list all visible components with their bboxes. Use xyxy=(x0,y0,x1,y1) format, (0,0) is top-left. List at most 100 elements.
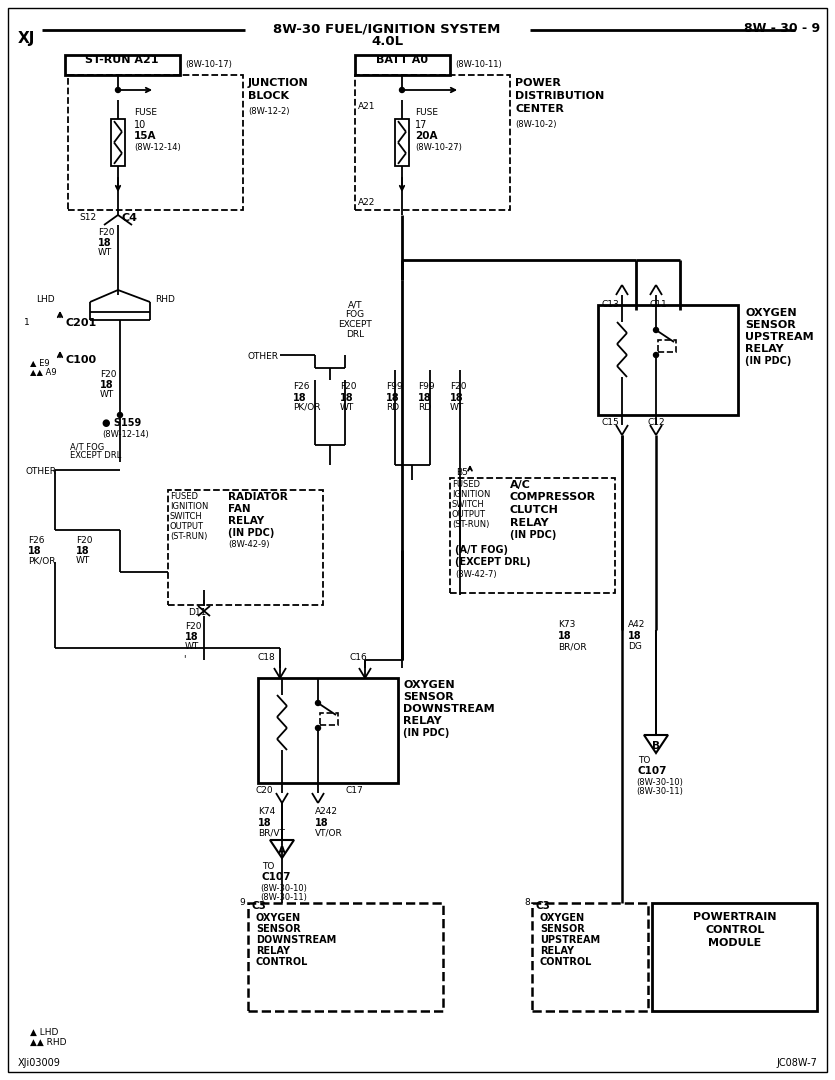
Text: 18: 18 xyxy=(293,393,306,403)
Text: XJ: XJ xyxy=(18,30,35,45)
Text: A42: A42 xyxy=(628,620,645,629)
Text: ● S159: ● S159 xyxy=(102,418,141,428)
Text: BLOCK: BLOCK xyxy=(248,91,289,102)
Text: XJi03009: XJi03009 xyxy=(18,1058,61,1068)
Text: DISTRIBUTION: DISTRIBUTION xyxy=(515,91,605,102)
Text: FUSED: FUSED xyxy=(170,492,198,501)
Text: 1: 1 xyxy=(24,318,30,327)
Text: UPSTREAM: UPSTREAM xyxy=(540,935,600,945)
Text: (ST-RUN): (ST-RUN) xyxy=(170,532,207,541)
Text: RHD: RHD xyxy=(155,295,175,303)
Text: C11: C11 xyxy=(650,300,668,309)
Text: C4: C4 xyxy=(122,213,138,222)
Text: (8W-30-10): (8W-30-10) xyxy=(636,778,683,787)
Text: (8W-10-11): (8W-10-11) xyxy=(455,60,502,69)
Text: WT: WT xyxy=(98,248,112,257)
Text: (IN PDC): (IN PDC) xyxy=(403,728,449,738)
Text: 18: 18 xyxy=(28,546,42,556)
Text: C13: C13 xyxy=(602,300,620,309)
Text: 18: 18 xyxy=(100,380,114,390)
Text: LHD: LHD xyxy=(37,295,55,303)
Text: S12: S12 xyxy=(78,213,96,222)
Text: F26: F26 xyxy=(293,382,310,391)
Text: (8W-10-17): (8W-10-17) xyxy=(185,60,232,69)
Text: WT: WT xyxy=(450,403,464,411)
Text: CONTROL: CONTROL xyxy=(256,957,308,967)
Text: COMPRESSOR: COMPRESSOR xyxy=(510,492,596,502)
Text: (IN PDC): (IN PDC) xyxy=(510,530,556,540)
Text: FUSE: FUSE xyxy=(134,108,157,117)
Text: PK/OR: PK/OR xyxy=(28,556,55,565)
Text: A: A xyxy=(278,846,286,856)
Text: BATT A0: BATT A0 xyxy=(376,55,428,65)
Text: C201: C201 xyxy=(65,318,96,328)
Text: 17: 17 xyxy=(415,120,428,130)
Text: B5: B5 xyxy=(456,468,468,477)
Text: POWER: POWER xyxy=(515,78,561,87)
Text: 18: 18 xyxy=(98,238,112,248)
Text: K74: K74 xyxy=(258,807,276,816)
Text: (8W-30-10): (8W-30-10) xyxy=(260,885,307,893)
Text: 18: 18 xyxy=(76,546,89,556)
Text: OUTPUT: OUTPUT xyxy=(452,510,486,519)
Text: (ST-RUN): (ST-RUN) xyxy=(452,519,489,529)
Text: DG: DG xyxy=(628,642,642,651)
Text: JUNCTION: JUNCTION xyxy=(248,78,309,87)
Text: 8W - 30 - 9: 8W - 30 - 9 xyxy=(744,22,820,35)
Text: SWITCH: SWITCH xyxy=(170,512,203,521)
Text: OXYGEN: OXYGEN xyxy=(540,913,585,923)
Text: FAN: FAN xyxy=(228,504,250,514)
Bar xyxy=(355,75,510,210)
Text: F20: F20 xyxy=(98,228,114,237)
Text: ': ' xyxy=(183,654,185,664)
Text: UPSTREAM: UPSTREAM xyxy=(745,332,813,342)
Text: (IN PDC): (IN PDC) xyxy=(745,356,792,366)
Text: C107: C107 xyxy=(262,872,291,882)
Text: 18: 18 xyxy=(418,393,432,403)
Text: (8W-10-27): (8W-10-27) xyxy=(415,143,462,152)
Text: WT: WT xyxy=(76,556,90,565)
Bar xyxy=(532,903,648,1011)
Text: 10: 10 xyxy=(134,120,146,130)
Bar xyxy=(395,119,409,166)
Text: (8W-10-2): (8W-10-2) xyxy=(515,120,556,129)
Text: F99: F99 xyxy=(386,382,402,391)
Text: RELAY: RELAY xyxy=(228,516,264,526)
Text: OXYGEN: OXYGEN xyxy=(745,308,797,318)
Text: 20A: 20A xyxy=(415,131,438,141)
Circle shape xyxy=(118,413,123,418)
Circle shape xyxy=(654,327,659,333)
Text: WT: WT xyxy=(340,403,354,411)
Text: FUSED: FUSED xyxy=(452,480,480,489)
Text: FOG: FOG xyxy=(346,310,365,319)
Text: F20: F20 xyxy=(76,536,93,545)
Text: VT/OR: VT/OR xyxy=(315,829,342,838)
Text: ST-RUN A21: ST-RUN A21 xyxy=(85,55,159,65)
Text: 8: 8 xyxy=(524,897,530,907)
Text: TO: TO xyxy=(638,756,650,765)
Text: CONTROL: CONTROL xyxy=(540,957,592,967)
Text: F99: F99 xyxy=(418,382,435,391)
Text: A/T FOG: A/T FOG xyxy=(70,442,104,451)
Text: RELAY: RELAY xyxy=(510,518,549,528)
Text: OXYGEN: OXYGEN xyxy=(403,680,454,690)
Text: D11: D11 xyxy=(188,608,206,617)
Text: EXCEPT: EXCEPT xyxy=(338,320,372,329)
Text: SENSOR: SENSOR xyxy=(745,320,796,330)
Text: CLUTCH: CLUTCH xyxy=(510,505,559,515)
Text: CENTER: CENTER xyxy=(515,104,564,114)
Text: ▲ LHD: ▲ LHD xyxy=(30,1028,58,1037)
Text: 18: 18 xyxy=(386,393,400,403)
Text: OTHER: OTHER xyxy=(25,467,56,476)
Text: SWITCH: SWITCH xyxy=(452,500,485,509)
Text: 15A: 15A xyxy=(134,131,156,141)
Text: A/C: A/C xyxy=(510,480,531,490)
Bar xyxy=(65,55,180,75)
Text: ▲▲ A9: ▲▲ A9 xyxy=(30,367,57,376)
Text: SENSOR: SENSOR xyxy=(256,924,301,934)
Text: IGNITION: IGNITION xyxy=(170,502,209,511)
Bar xyxy=(68,75,243,210)
Circle shape xyxy=(316,726,321,730)
Text: A242: A242 xyxy=(315,807,338,816)
Text: 18: 18 xyxy=(340,393,354,403)
